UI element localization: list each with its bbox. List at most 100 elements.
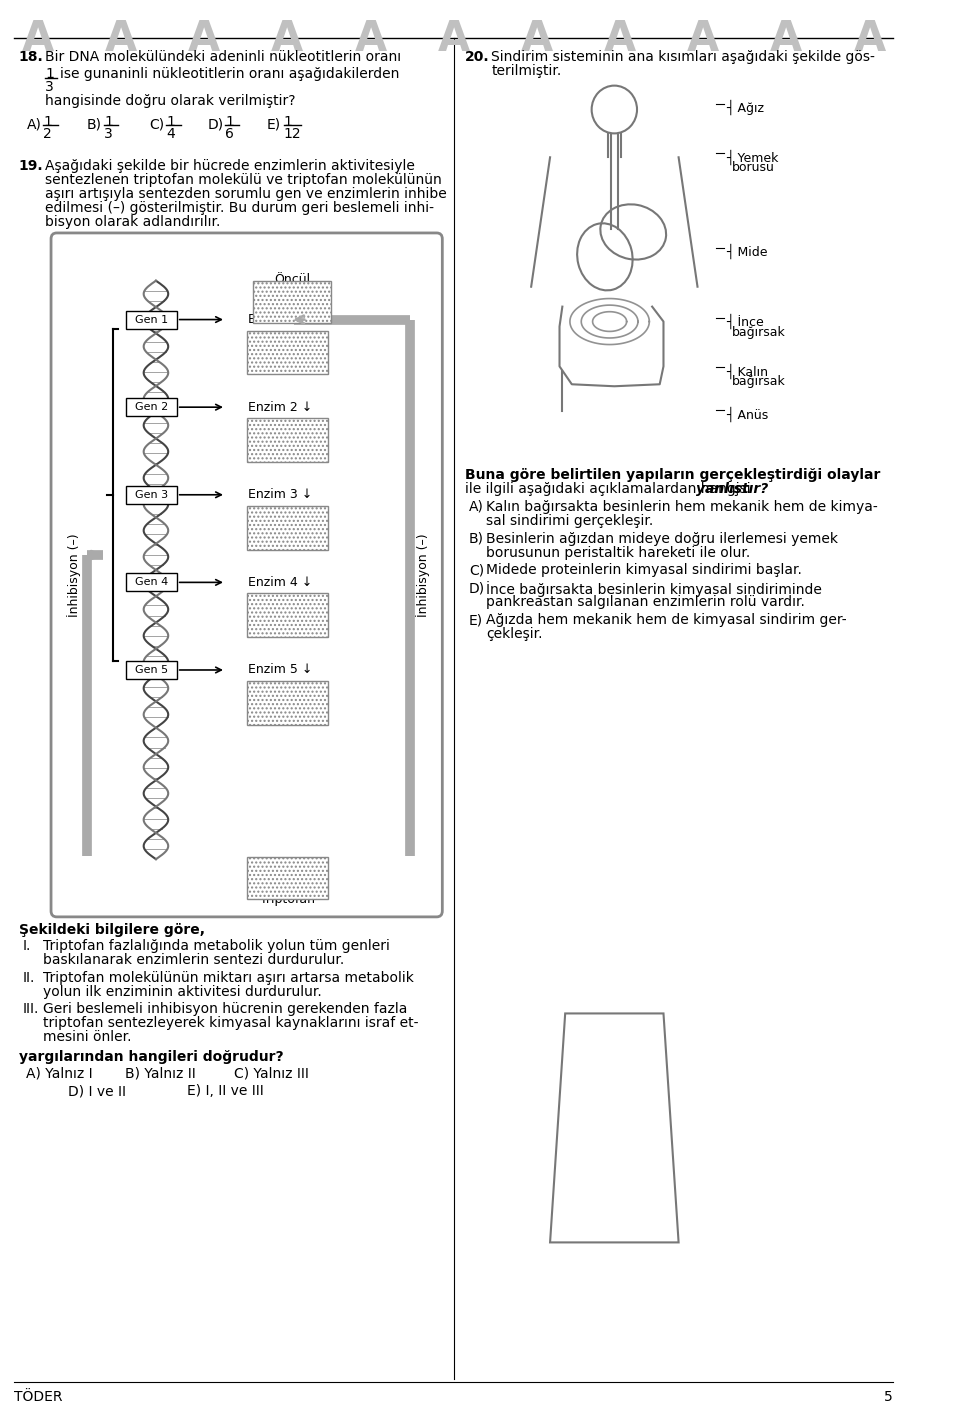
Text: ┤ İnce: ┤ İnce bbox=[726, 314, 763, 329]
Text: A): A) bbox=[27, 118, 41, 132]
Text: 12: 12 bbox=[283, 128, 301, 142]
FancyBboxPatch shape bbox=[51, 233, 443, 917]
Text: Gen 4: Gen 4 bbox=[134, 578, 168, 588]
Text: 18.: 18. bbox=[19, 49, 43, 63]
Text: III.: III. bbox=[23, 1002, 39, 1017]
Text: A: A bbox=[354, 18, 387, 60]
Text: Triptofan molekülünün miktarı aşırı artarsa metabolik: Triptofan molekülünün miktarı aşırı arta… bbox=[43, 970, 415, 984]
FancyBboxPatch shape bbox=[247, 681, 328, 724]
Text: C): C) bbox=[150, 118, 164, 132]
Text: Triptofan fazlalığında metabolik yolun tüm genleri: Triptofan fazlalığında metabolik yolun t… bbox=[43, 939, 391, 953]
FancyBboxPatch shape bbox=[247, 330, 328, 374]
Text: yargılarından hangileri doğrudur?: yargılarından hangileri doğrudur? bbox=[19, 1050, 283, 1064]
Text: A: A bbox=[438, 18, 469, 60]
Text: 1: 1 bbox=[104, 115, 113, 129]
Text: A: A bbox=[853, 18, 886, 60]
Text: I.: I. bbox=[23, 939, 31, 953]
Text: borusu: borusu bbox=[732, 162, 775, 174]
FancyBboxPatch shape bbox=[247, 593, 328, 637]
Text: A): A) bbox=[468, 499, 484, 513]
Text: 1: 1 bbox=[283, 115, 293, 129]
Text: 1: 1 bbox=[166, 115, 176, 129]
Text: A: A bbox=[188, 18, 220, 60]
Text: Gen 5: Gen 5 bbox=[134, 665, 168, 675]
Text: A: A bbox=[105, 18, 137, 60]
Text: terilmiştir.: terilmiştir. bbox=[492, 63, 562, 77]
Text: ┤ Yemek: ┤ Yemek bbox=[726, 149, 779, 165]
Text: Gen 3: Gen 3 bbox=[134, 489, 168, 499]
Text: A: A bbox=[770, 18, 803, 60]
Text: Ağızda hem mekanik hem de kimyasal sindirim ger-: Ağızda hem mekanik hem de kimyasal sindi… bbox=[486, 613, 847, 627]
Text: B): B) bbox=[468, 531, 484, 546]
Text: ┤ Mide: ┤ Mide bbox=[726, 243, 767, 259]
Text: pankreastan salgılanan enzimlerin rolü vardır.: pankreastan salgılanan enzimlerin rolü v… bbox=[486, 595, 804, 609]
FancyBboxPatch shape bbox=[126, 398, 177, 416]
Text: 1: 1 bbox=[45, 66, 55, 80]
Text: E): E) bbox=[468, 613, 483, 627]
Text: 6: 6 bbox=[225, 128, 234, 142]
Text: A: A bbox=[604, 18, 636, 60]
Text: Buna göre belirtilen yapıların gerçekleştirdiği olaylar: Buna göre belirtilen yapıların gerçekleş… bbox=[465, 468, 880, 482]
Text: yanlıştır?: yanlıştır? bbox=[696, 482, 768, 496]
Text: Enzim 4 ↓: Enzim 4 ↓ bbox=[248, 576, 312, 589]
Text: A: A bbox=[687, 18, 719, 60]
Text: II.: II. bbox=[23, 970, 36, 984]
Text: A) Yalnız I: A) Yalnız I bbox=[27, 1066, 93, 1080]
Text: Gen 1: Gen 1 bbox=[134, 315, 168, 325]
Text: B): B) bbox=[87, 118, 102, 132]
Text: Midede proteinlerin kimyasal sindirimi başlar.: Midede proteinlerin kimyasal sindirimi b… bbox=[486, 564, 802, 578]
Circle shape bbox=[591, 86, 637, 134]
Text: hangisinde doğru olarak verilmiştir?: hangisinde doğru olarak verilmiştir? bbox=[45, 94, 296, 108]
Text: Besinlerin ağızdan mideye doğru ilerlemesi yemek: Besinlerin ağızdan mideye doğru ilerleme… bbox=[486, 531, 838, 546]
Text: 1: 1 bbox=[225, 115, 234, 129]
Text: Şekildeki bilgilere göre,: Şekildeki bilgilere göre, bbox=[19, 922, 204, 936]
Text: 3: 3 bbox=[104, 128, 112, 142]
FancyBboxPatch shape bbox=[126, 311, 177, 329]
Text: triptofan sentezleyerek kimyasal kaynaklarını israf et-: triptofan sentezleyerek kimyasal kaynakl… bbox=[43, 1017, 419, 1031]
FancyBboxPatch shape bbox=[247, 506, 328, 550]
Text: Enzim 3 ↓: Enzim 3 ↓ bbox=[248, 488, 312, 502]
Text: İnhibisyon (–): İnhibisyon (–) bbox=[417, 533, 430, 617]
Text: aşırı artışıyla sentezden sorumlu gen ve enzimlerin inhibe: aşırı artışıyla sentezden sorumlu gen ve… bbox=[45, 187, 447, 201]
Text: ┤ Ağız: ┤ Ağız bbox=[726, 100, 764, 115]
Text: İnce bağırsakta besinlerin kimyasal sindiriminde: İnce bağırsakta besinlerin kimyasal sind… bbox=[486, 582, 822, 598]
Text: D): D) bbox=[208, 118, 224, 132]
Text: 4: 4 bbox=[166, 128, 175, 142]
Text: bağırsak: bağırsak bbox=[732, 375, 785, 388]
Text: E) I, II ve III: E) I, II ve III bbox=[187, 1084, 264, 1098]
Text: İnhibisyon (–): İnhibisyon (–) bbox=[67, 533, 81, 617]
Text: Enzim 2 ↓: Enzim 2 ↓ bbox=[248, 401, 312, 413]
FancyBboxPatch shape bbox=[247, 858, 328, 898]
Text: 19.: 19. bbox=[19, 159, 43, 173]
Text: Enzim 5 ↓: Enzim 5 ↓ bbox=[248, 664, 312, 676]
FancyBboxPatch shape bbox=[253, 281, 331, 322]
Text: A: A bbox=[520, 18, 553, 60]
Text: 2: 2 bbox=[43, 128, 52, 142]
FancyBboxPatch shape bbox=[126, 661, 177, 679]
Text: B) Yalnız II: B) Yalnız II bbox=[125, 1066, 196, 1080]
Text: A: A bbox=[22, 18, 54, 60]
Text: 3: 3 bbox=[45, 80, 54, 94]
Text: C) Yalnız III: C) Yalnız III bbox=[234, 1066, 309, 1080]
Text: E): E) bbox=[267, 118, 280, 132]
Text: A: A bbox=[271, 18, 303, 60]
Text: ┤ Kalın: ┤ Kalın bbox=[726, 363, 768, 378]
Text: ┤ Anüs: ┤ Anüs bbox=[726, 406, 768, 422]
Text: 5: 5 bbox=[884, 1389, 893, 1403]
Text: 1: 1 bbox=[43, 115, 53, 129]
Text: Kalın bağırsakta besinlerin hem mekanik hem de kimya-: Kalın bağırsakta besinlerin hem mekanik … bbox=[486, 499, 877, 513]
Text: ise gunaninli nükleotitlerin oranı aşağıdakilerden: ise gunaninli nükleotitlerin oranı aşağı… bbox=[60, 66, 400, 80]
Text: Gen 2: Gen 2 bbox=[134, 402, 168, 412]
Text: Öncül: Öncül bbox=[274, 273, 310, 285]
Text: sal sindirimi gerçekleşir.: sal sindirimi gerçekleşir. bbox=[486, 513, 653, 527]
Text: bisyon olarak adlandırılır.: bisyon olarak adlandırılır. bbox=[45, 215, 221, 229]
Text: sentezlenen triptofan molekülü ve triptofan molekülünün: sentezlenen triptofan molekülü ve tripto… bbox=[45, 173, 443, 187]
Text: baskılanarak enzimlerin sentezi durdurulur.: baskılanarak enzimlerin sentezi durdurul… bbox=[43, 953, 345, 967]
Text: çekleşir.: çekleşir. bbox=[486, 627, 542, 641]
Text: ile ilgili aşağıdaki açıklamalardan hangisi: ile ilgili aşağıdaki açıklamalardan hang… bbox=[465, 482, 755, 496]
Text: Triptofan: Triptofan bbox=[260, 893, 315, 905]
Text: D) I ve II: D) I ve II bbox=[68, 1084, 126, 1098]
Text: borusunun peristaltik hareketi ile olur.: borusunun peristaltik hareketi ile olur. bbox=[486, 546, 750, 560]
Text: Enzim 1 ↓: Enzim 1 ↓ bbox=[248, 314, 312, 326]
Text: yolun ilk enziminin aktivitesi durdurulur.: yolun ilk enziminin aktivitesi durdurulu… bbox=[43, 984, 323, 998]
